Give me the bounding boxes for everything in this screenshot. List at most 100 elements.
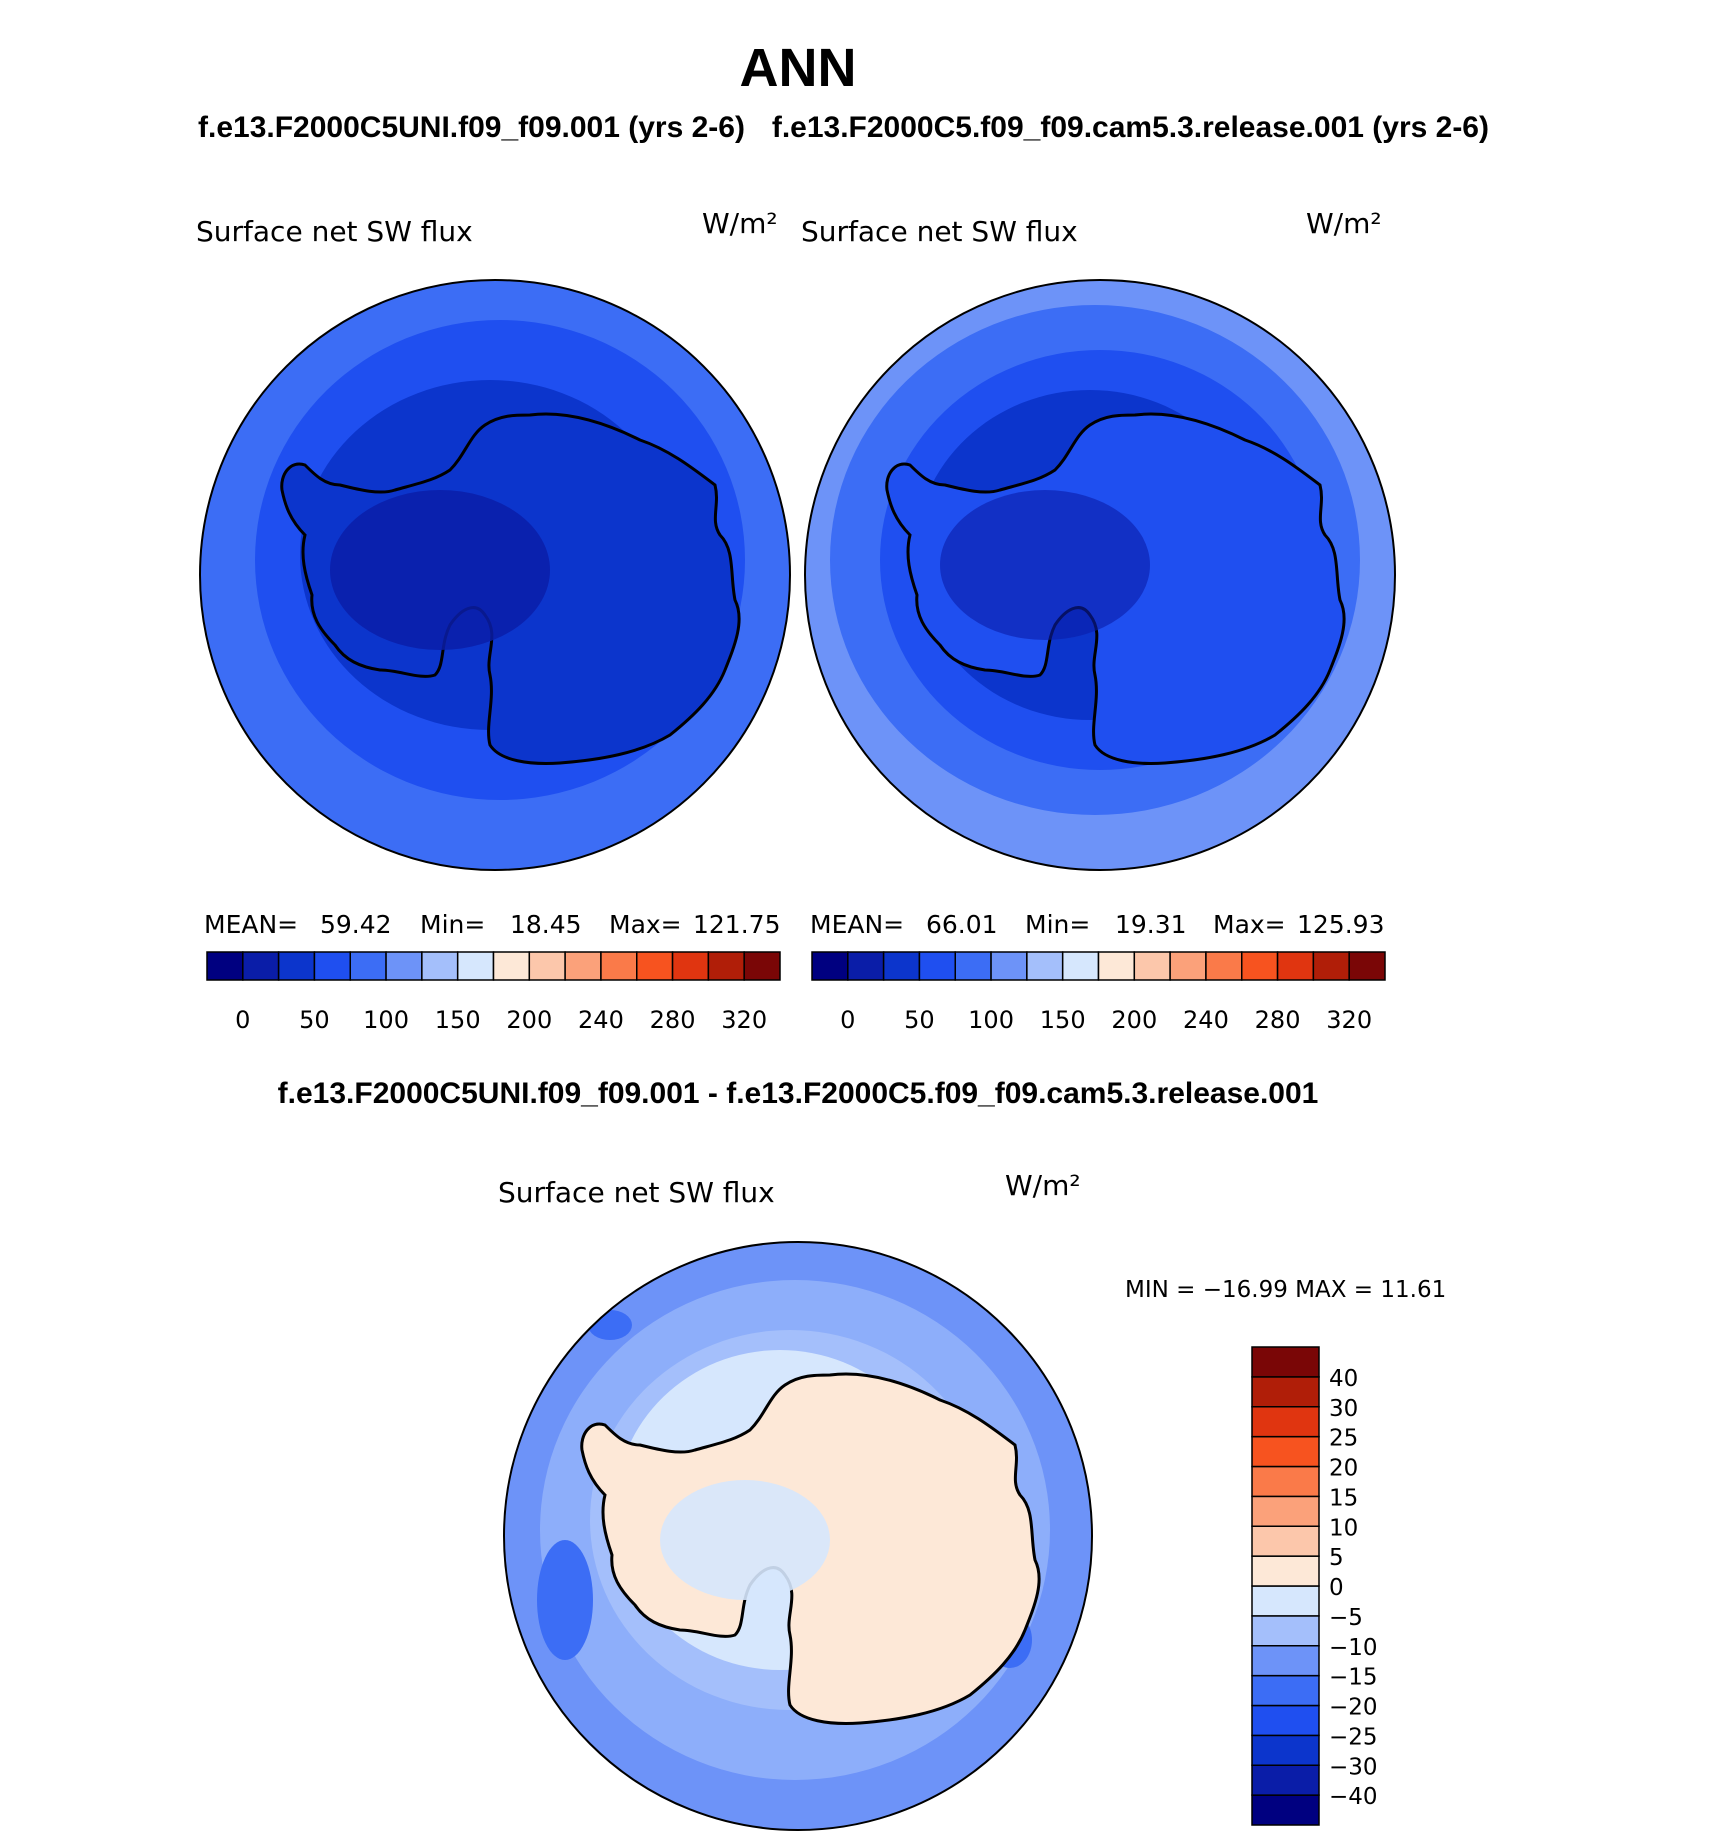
colorbar-diff-tick-label: 5 <box>1329 1545 1344 1571</box>
colorbar-diff: −40 −30 −25 −20 −15 −10 −5 0 5 10 15 20 25 30 40 <box>1251 1346 1378 1826</box>
colorbar-diff-tick-label: 10 <box>1329 1515 1358 1541</box>
colorbar-b-swatch <box>882 951 921 981</box>
panel-b-units: W/m² <box>1306 207 1382 240</box>
colorbar-b-swatch <box>1241 951 1279 981</box>
panel-b-max-label: Max= <box>1213 910 1286 939</box>
colorbar-diff-swatch <box>1251 1615 1320 1647</box>
colorbar-diff-swatch <box>1251 1734 1320 1766</box>
colorbar-a-tick-label: 200 <box>506 1006 552 1034</box>
panel-a-min-label: Min= <box>420 910 485 939</box>
colorbar-a-swatch <box>707 951 745 981</box>
colorbar-a-tick-label: 240 <box>578 1006 624 1034</box>
map-panel-a <box>199 279 791 871</box>
colorbar-b-tick-label: 100 <box>968 1006 1014 1034</box>
colorbar-diff-swatch <box>1251 1376 1320 1408</box>
colorbar-b-swatch <box>1026 951 1064 981</box>
colorbar-a: 0 50 100 150 200 240 280 320 <box>206 951 781 1034</box>
colorbar-diff-swatch <box>1251 1704 1320 1737</box>
colorbar-a-tick-label: 280 <box>650 1006 696 1034</box>
colorbar-diff-swatch <box>1251 1645 1320 1677</box>
panel-a-mean-label: MEAN= <box>204 910 298 939</box>
colorbar-diff-tick-label: −20 <box>1329 1695 1378 1721</box>
case-a-header: f.e13.F2000C5UNI.f09_f09.001 (yrs 2-6) <box>198 111 745 144</box>
colorbar-a-swatch <box>277 951 316 981</box>
colorbar-a-tick-label: 320 <box>721 1006 767 1034</box>
colorbar-b-swatch <box>811 951 849 981</box>
map-panel-c <box>503 1241 1093 1831</box>
map-c-blob-west <box>537 1540 593 1660</box>
panel-b-min-value: 19.31 <box>1115 910 1187 939</box>
colorbar-a-tick-label: 50 <box>299 1006 330 1034</box>
colorbar-b-tick-label: 280 <box>1255 1006 1301 1034</box>
map-b-frame <box>804 279 1396 871</box>
panel-b-max-value: 125.93 <box>1297 910 1384 939</box>
colorbar-a-swatch <box>636 951 674 981</box>
colorbar-b: 0 50 100 150 200 240 280 320 <box>811 951 1386 1034</box>
colorbar-a-swatch <box>242 951 280 981</box>
page-title: ANN <box>740 38 857 98</box>
panel-a-mean-value: 59.42 <box>320 910 392 939</box>
panel-a-stats: MEAN= 59.42 Min= 18.45 Max= 121.75 <box>204 910 780 939</box>
map-panel-b <box>804 279 1396 871</box>
colorbar-diff-swatch <box>1251 1794 1320 1826</box>
map-c-interior <box>660 1480 830 1600</box>
colorbar-b-tick-label: 240 <box>1183 1006 1229 1034</box>
map-a-interior <box>330 490 550 650</box>
colorbar-a-swatch <box>492 951 531 981</box>
colorbar-diff-tick-label: −5 <box>1329 1605 1363 1631</box>
colorbar-b-swatch <box>1348 951 1386 981</box>
colorbar-diff-tick-label: 30 <box>1329 1396 1358 1422</box>
colorbar-b-swatch <box>1097 951 1136 981</box>
colorbar-b-tick-label: 150 <box>1040 1006 1086 1034</box>
colorbar-a-swatch <box>743 951 781 981</box>
panel-b-mean-value: 66.01 <box>926 910 998 939</box>
colorbar-a-swatch <box>313 951 351 981</box>
panel-a-variable: Surface net SW flux <box>196 215 473 248</box>
panel-b-mean-label: MEAN= <box>810 910 904 939</box>
panel-a-max-value: 121.75 <box>693 910 780 939</box>
colorbar-diff-swatch <box>1251 1674 1320 1707</box>
colorbar-b-tick-label: 320 <box>1326 1006 1372 1034</box>
colorbar-diff-swatch <box>1251 1495 1320 1527</box>
colorbar-a-swatch <box>206 951 244 981</box>
colorbar-a-tick-label: 150 <box>435 1006 481 1034</box>
colorbar-a-tick-label: 0 <box>235 1006 250 1034</box>
colorbar-diff-tick-label: 25 <box>1329 1426 1358 1452</box>
colorbar-b-tick-label: 200 <box>1111 1006 1157 1034</box>
map-a-frame <box>199 279 791 871</box>
colorbar-a-swatch <box>671 951 710 981</box>
colorbar-diff-swatch <box>1251 1525 1320 1557</box>
colorbar-diff-tick-label: 0 <box>1329 1575 1344 1601</box>
colorbar-a-swatch <box>564 951 602 981</box>
colorbar-diff-swatch <box>1251 1555 1320 1587</box>
panel-c-variable: Surface net SW flux <box>498 1176 775 1209</box>
colorbar-diff-tick-label: −15 <box>1329 1665 1378 1691</box>
colorbar-diff-swatch <box>1251 1346 1320 1378</box>
colorbar-diff-swatch <box>1251 1764 1320 1796</box>
colorbar-b-tick-label: 0 <box>840 1006 855 1034</box>
colorbar-b-swatch <box>990 951 1028 981</box>
colorbar-diff-tick-label: −25 <box>1329 1724 1378 1750</box>
colorbar-a-swatch <box>528 951 566 981</box>
diff-header: f.e13.F2000C5UNI.f09_f09.001 - f.e13.F20… <box>278 1077 1319 1110</box>
panel-b-stats: MEAN= 66.01 Min= 19.31 Max= 125.93 <box>810 910 1384 939</box>
colorbar-b-swatch <box>1312 951 1350 981</box>
colorbar-b-swatch <box>847 951 885 981</box>
colorbar-diff-swatch <box>1251 1406 1320 1438</box>
colorbar-diff-tick-label: −10 <box>1329 1635 1378 1661</box>
colorbar-b-swatch <box>1061 951 1100 981</box>
colorbar-a-swatch <box>600 951 638 981</box>
colorbar-diff-tick-label: 40 <box>1329 1366 1358 1392</box>
colorbar-b-swatch <box>1276 951 1315 981</box>
colorbar-b-tick-label: 50 <box>904 1006 935 1034</box>
colorbar-diff-swatch <box>1251 1585 1320 1617</box>
panel-a-units: W/m² <box>702 207 778 240</box>
colorbar-diff-tick-label: −30 <box>1329 1754 1378 1780</box>
colorbar-a-tick-label: 100 <box>363 1006 409 1034</box>
colorbar-b-swatch <box>918 951 956 981</box>
colorbar-a-swatch <box>456 951 495 981</box>
colorbar-a-swatch <box>349 951 387 981</box>
map-b-interior <box>940 490 1150 640</box>
colorbar-diff-tick-label: −40 <box>1329 1784 1378 1810</box>
